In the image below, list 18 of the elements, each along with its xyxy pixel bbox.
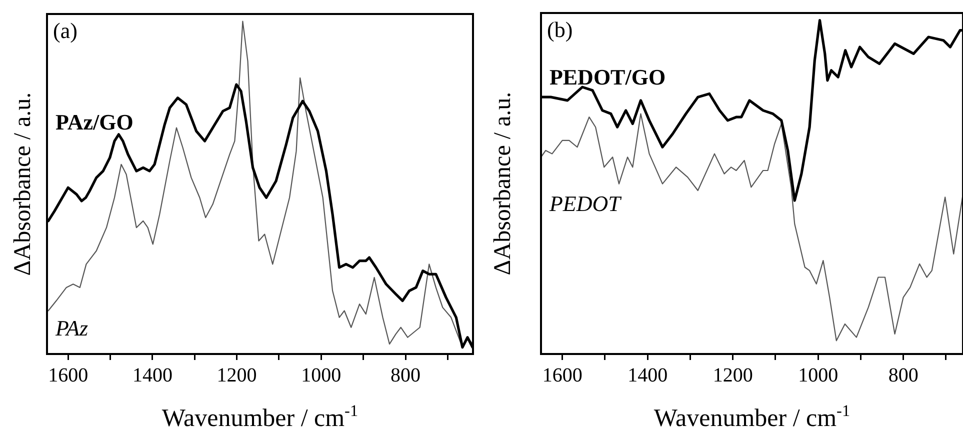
series-label: PAz/GO	[56, 110, 134, 135]
x-tick-label: 1200	[712, 364, 753, 386]
x-tick-label: 1000	[301, 364, 342, 386]
x-tick-label: 1600	[48, 364, 88, 386]
x-tick-label: 1200	[216, 364, 257, 386]
x-tick-label: 1600	[542, 364, 582, 386]
x-tick-label: 1400	[132, 364, 172, 386]
series-label: PAz	[54, 315, 89, 340]
series-label: PEDOT/GO	[549, 64, 666, 90]
x-tick-label: 800	[888, 364, 918, 386]
series-label: PEDOT	[548, 190, 622, 216]
chart-title: (b)	[547, 17, 573, 42]
x-tick-label: 800	[390, 364, 421, 386]
x-tick-label: 1000	[798, 364, 838, 386]
chart-title: (a)	[53, 18, 78, 43]
x-tick-label: 1400	[628, 364, 668, 386]
y-axis-title: ΔAbsorbance / a.u.	[10, 92, 36, 276]
y-axis-title: ΔAbsorbance / a.u.	[490, 92, 516, 276]
